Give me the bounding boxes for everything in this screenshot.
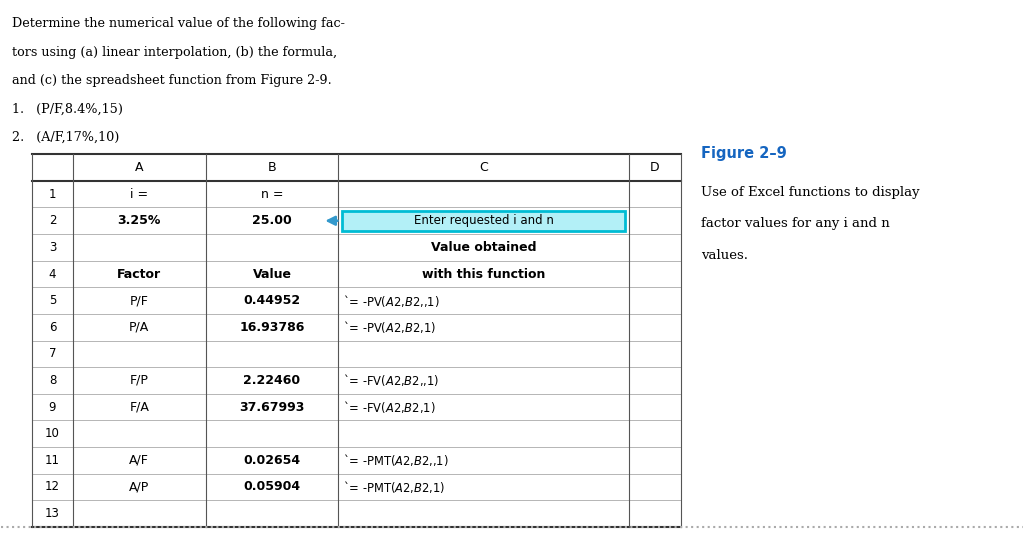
Text: and (c) the spreadsheet function from Figure 2-9.: and (c) the spreadsheet function from Fi… (11, 74, 332, 87)
Text: values.: values. (700, 248, 748, 261)
Text: A: A (135, 161, 143, 174)
Text: 0.44952: 0.44952 (244, 294, 301, 307)
Text: 2.22460: 2.22460 (244, 374, 301, 387)
Text: 16.93786: 16.93786 (240, 321, 305, 334)
Text: P/A: P/A (129, 321, 150, 334)
Text: 6: 6 (49, 321, 56, 334)
Text: 4: 4 (49, 267, 56, 280)
Text: 9: 9 (49, 400, 56, 413)
Text: 0.05904: 0.05904 (244, 480, 301, 494)
Text: Value obtained: Value obtained (431, 241, 537, 254)
FancyBboxPatch shape (342, 211, 626, 231)
Text: P/F: P/F (130, 294, 148, 307)
Text: tors using (a) linear interpolation, (b) the formula,: tors using (a) linear interpolation, (b)… (11, 46, 337, 59)
Text: `= -PV($A$2,$B$2,,1): `= -PV($A$2,$B$2,,1) (343, 293, 440, 309)
Text: with this function: with this function (422, 267, 546, 280)
Text: Value: Value (253, 267, 292, 280)
Text: 3: 3 (49, 241, 56, 254)
Text: `= -FV($A$2,$B$2,,1): `= -FV($A$2,$B$2,,1) (343, 372, 439, 389)
Text: A/F: A/F (129, 454, 150, 467)
Text: 1: 1 (49, 188, 56, 201)
Text: Use of Excel functions to display: Use of Excel functions to display (700, 186, 920, 199)
Text: 37.67993: 37.67993 (240, 400, 305, 413)
Text: 2.   (A/F,17%,10): 2. (A/F,17%,10) (11, 131, 119, 144)
Text: C: C (479, 161, 488, 174)
Text: 11: 11 (45, 454, 60, 467)
Text: A/P: A/P (129, 480, 150, 494)
Text: B: B (267, 161, 276, 174)
Text: `= -FV($A$2,$B$2,1): `= -FV($A$2,$B$2,1) (343, 399, 436, 415)
Text: 25.00: 25.00 (252, 215, 292, 227)
Text: F/A: F/A (129, 400, 150, 413)
Text: i =: i = (130, 188, 148, 201)
Text: 1.   (P/F,8.4%,15): 1. (P/F,8.4%,15) (11, 103, 123, 116)
Text: Figure 2–9: Figure 2–9 (700, 146, 786, 161)
Text: Determine the numerical value of the following fac-: Determine the numerical value of the fol… (11, 17, 344, 31)
Text: `= -PMT($A$2,$B$2,1): `= -PMT($A$2,$B$2,1) (343, 479, 445, 495)
Text: 2: 2 (49, 215, 56, 227)
Text: Factor: Factor (117, 267, 162, 280)
Text: n =: n = (261, 188, 284, 201)
Text: 13: 13 (45, 507, 59, 520)
Text: Enter requested i and n: Enter requested i and n (414, 215, 554, 227)
Text: F/P: F/P (130, 374, 148, 387)
Text: 7: 7 (49, 347, 56, 361)
Text: 5: 5 (49, 294, 56, 307)
Text: 10: 10 (45, 427, 59, 440)
Text: 0.02654: 0.02654 (244, 454, 301, 467)
Text: 8: 8 (49, 374, 56, 387)
Text: factor values for any i and n: factor values for any i and n (700, 217, 890, 231)
Text: `= -PMT($A$2,$B$2,,1): `= -PMT($A$2,$B$2,,1) (343, 452, 450, 468)
Text: D: D (650, 161, 659, 174)
Text: `= -PV($A$2,$B$2,1): `= -PV($A$2,$B$2,1) (343, 319, 436, 335)
Text: 12: 12 (45, 480, 60, 494)
Text: 3.25%: 3.25% (118, 215, 161, 227)
